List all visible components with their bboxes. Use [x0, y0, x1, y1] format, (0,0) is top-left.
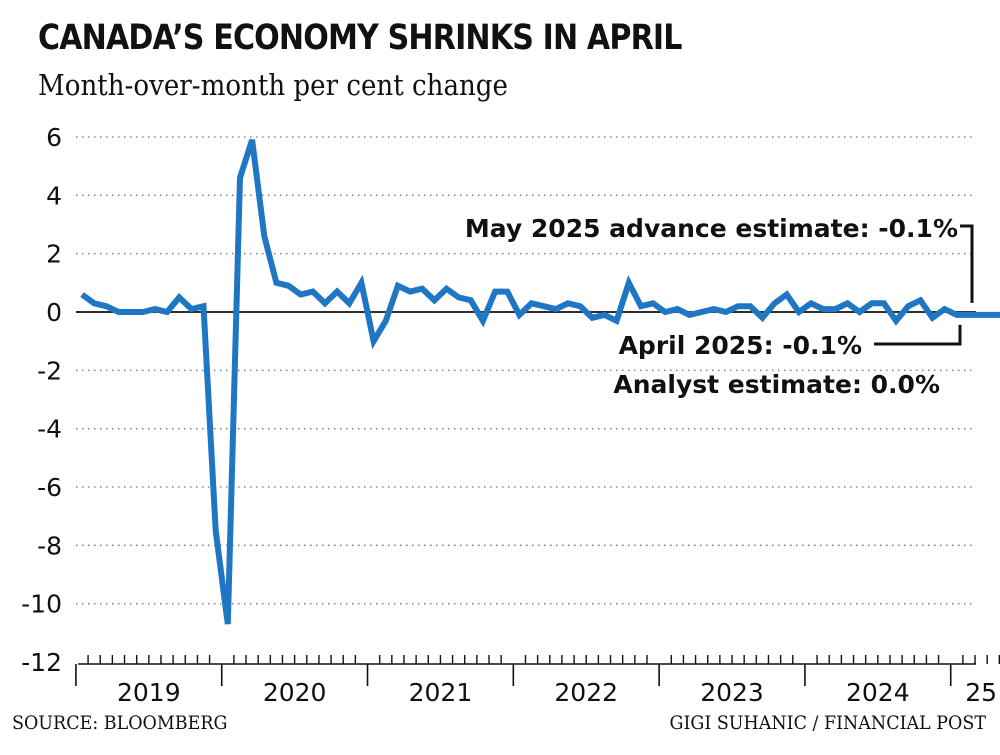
annotation-may-estimate: May 2025 advance estimate: -0.1% — [465, 214, 958, 243]
x-axis: 2019 2020 2021 2022 2023 2024 25 — [75, 655, 1000, 707]
y-tick-label: -8 — [37, 531, 62, 560]
series-line — [80, 138, 1000, 625]
y-tick-label: 0 — [46, 298, 62, 327]
chart-title: CANADA’S ECONOMY SHRINKS IN APRIL — [38, 18, 682, 58]
annotations: May 2025 advance estimate: -0.1% April 20… — [465, 214, 958, 399]
y-tick-label: 6 — [46, 123, 62, 152]
x-year-label: 25 — [965, 678, 997, 707]
x-year-label: 2023 — [700, 678, 764, 707]
annotation-brackets — [874, 224, 974, 346]
y-tick-label: -4 — [37, 415, 62, 444]
source-note: SOURCE: BLOOMBERG — [12, 712, 228, 734]
y-tick-label: -2 — [37, 356, 62, 385]
x-year-label: 2021 — [409, 678, 473, 707]
chart-subtitle: Month-over-month per cent change — [38, 68, 508, 102]
y-tick-label: -6 — [37, 473, 62, 502]
april-bracket — [874, 324, 962, 346]
y-tick-label: 4 — [46, 181, 62, 210]
series-layer — [80, 138, 1000, 625]
annotation-analyst: Analyst estimate: 0.0% — [613, 370, 940, 399]
y-axis-labels: 6 4 2 0 -2 -4 -6 -8 -10 -12 — [21, 123, 62, 677]
x-year-label: 2022 — [554, 678, 618, 707]
y-tick-label: -10 — [21, 590, 62, 619]
x-year-label: 2024 — [846, 678, 910, 707]
annotation-april: April 2025: -0.1% — [619, 331, 862, 360]
y-tick-label: -12 — [21, 648, 62, 677]
x-year-label: 2019 — [117, 678, 181, 707]
y-tick-label: 2 — [46, 240, 62, 269]
may-bracket — [960, 224, 974, 303]
credit-note: GIGI SUHANIC / FINANCIAL POST — [669, 712, 986, 734]
x-year-label: 2020 — [263, 678, 327, 707]
